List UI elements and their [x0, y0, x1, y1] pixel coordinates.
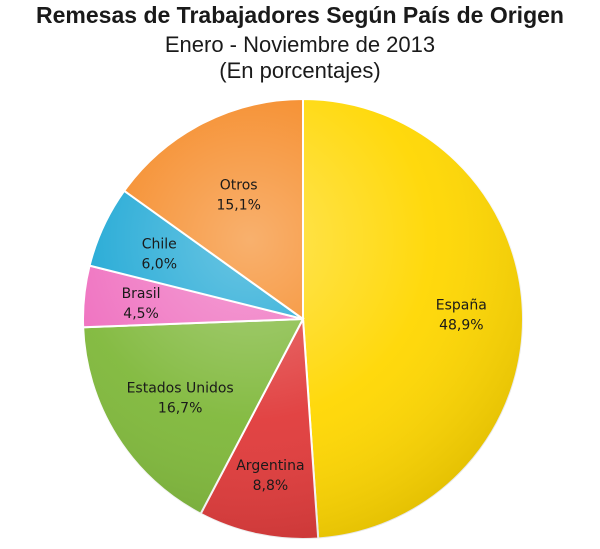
- slice-value-label: 8,8%: [253, 478, 289, 494]
- chart-subtitle: Enero - Noviembre de 2013: [164, 32, 436, 57]
- slice-label: Argentina: [236, 458, 304, 474]
- slice-label: España: [436, 298, 487, 314]
- slice-value-label: 6,0%: [141, 256, 177, 272]
- chart-subtitle-units: (En porcentajes): [219, 58, 381, 83]
- slice-value-label: 4,5%: [123, 306, 159, 322]
- pie-slice-españa: [302, 97, 524, 540]
- slice-value-label: 48,9%: [439, 318, 483, 334]
- slice-value-label: 16,7%: [158, 400, 202, 416]
- slice-label: Brasil: [122, 286, 161, 302]
- chart-title: Remesas de Trabajadores Según País de Or…: [36, 2, 564, 28]
- slice-value-label: 15,1%: [216, 198, 260, 214]
- slice-label: Otros: [220, 178, 258, 194]
- slice-label: Estados Unidos: [127, 380, 234, 396]
- slice-label: Chile: [142, 236, 177, 252]
